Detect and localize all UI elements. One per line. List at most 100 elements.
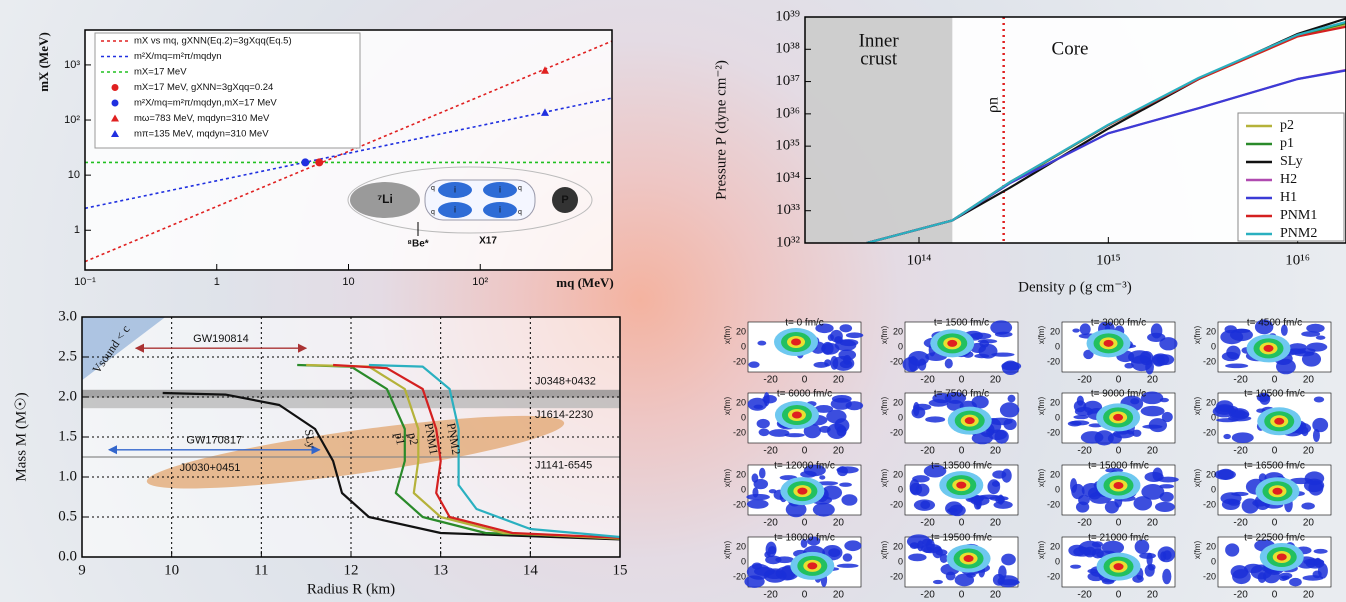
x-tick-label: -20: [1233, 446, 1248, 457]
density-blob: [1231, 492, 1248, 496]
y-axis-label: x(fm): [880, 326, 889, 345]
density-core: [956, 482, 966, 489]
y-tick-label: -20: [890, 356, 903, 366]
density-blob: [995, 430, 1009, 444]
x-tick-label: 0: [959, 590, 965, 601]
x-tick-label: 20: [1147, 518, 1159, 529]
density-blob: [910, 483, 922, 496]
density-core: [1104, 340, 1114, 347]
y-tick-label: 0.0: [58, 548, 77, 564]
snapshot: t= 15000 fm/c-20-20002020x(fm): [1037, 461, 1179, 529]
density-blob: [757, 341, 766, 346]
cluster-label: i: [454, 204, 456, 214]
x-tick-label: 10¹⁴: [907, 252, 932, 268]
density-core: [1114, 563, 1124, 570]
x-tick-label: 0: [802, 590, 808, 601]
density-blob: [1214, 469, 1236, 479]
y-axis-label: x(fm): [1193, 326, 1202, 345]
x-axis-label: mq (MeV): [556, 275, 613, 290]
quark-label: q: [431, 209, 435, 216]
density-core: [1113, 482, 1123, 489]
density-blob: [1141, 406, 1165, 416]
density-blob: [946, 571, 956, 580]
x-tick-label: -20: [1077, 590, 1092, 601]
density-blob: [998, 495, 1004, 505]
x-tick-label: -20: [763, 518, 778, 529]
band-label: J1141-6545: [535, 460, 592, 472]
y-axis-label: x(fm): [1037, 469, 1046, 488]
x-tick-label: 20: [833, 590, 845, 601]
nucleus-label: ⁷Li: [377, 192, 393, 206]
y-tick-label: 10³⁹: [775, 8, 800, 24]
density-blob: [846, 332, 863, 338]
y-tick-label: 2.5: [58, 348, 77, 364]
legend-label: PNM2: [1280, 226, 1317, 241]
x-tick-label: 10¹⁵: [1096, 252, 1121, 268]
y-tick-label: 10³⁶: [775, 105, 800, 121]
x-tick-label: 0: [802, 518, 808, 529]
x-tick-label: 12: [344, 562, 359, 578]
density-blob: [978, 339, 998, 343]
density-blob: [837, 466, 848, 476]
density-blob: [910, 542, 919, 549]
x-tick-label: 20: [1147, 590, 1159, 601]
density-blob: [1225, 364, 1248, 369]
density-blob: [986, 428, 994, 436]
x-tick-label: 0: [1272, 446, 1278, 457]
density-blob: [1002, 469, 1012, 483]
density-blob: [1148, 564, 1156, 571]
density-blob: [1314, 558, 1321, 568]
y-tick-label: 10³⁵: [775, 138, 800, 154]
y-tick-label: -20: [733, 499, 746, 509]
x-tick-label: 0: [1272, 518, 1278, 529]
y-axis-label: x(fm): [723, 326, 732, 345]
snapshot-title: t= 18000 fm/c: [774, 533, 835, 544]
y-tick-label: -20: [1047, 571, 1060, 581]
density-core: [964, 555, 974, 562]
density-core: [1264, 345, 1274, 352]
density-blob: [752, 473, 759, 482]
y-axis-label: x(fm): [880, 397, 889, 416]
y-tick-label: 20: [736, 469, 746, 479]
snapshot: t= 22500 fm/c-20-20002020x(fm): [1193, 533, 1331, 601]
density-blob: [813, 503, 835, 517]
density-core: [1272, 488, 1282, 495]
chart: InnercrustCoreρn10¹⁴10¹⁵10¹⁶10³²10³³10³⁴…: [713, 8, 1346, 295]
density-blob: [766, 542, 777, 558]
y-axis-label: x(fm): [880, 469, 889, 488]
x-tick-label: 11: [254, 562, 268, 578]
x-tick-label: 0: [1116, 590, 1122, 601]
snapshot-title: t= 15000 fm/c: [1088, 461, 1149, 472]
snapshot: t= 6000 fm/c-20-20002020x(fm): [723, 389, 863, 457]
density-blob: [1149, 418, 1167, 432]
density-blob: [1160, 492, 1174, 502]
density-blob: [913, 404, 931, 411]
snapshot: t= 1500 fm/c-20-20002020x(fm): [880, 318, 1021, 386]
snapshot-title: t= 0 fm/c: [785, 318, 824, 329]
x-tick-label: -20: [1077, 446, 1092, 457]
density-blob: [1068, 421, 1082, 427]
figure: 10⁻¹11010²11010²10³mq (MeV)mX (MeV)mX vs…: [0, 0, 1346, 602]
density-blob: [1289, 578, 1302, 587]
y-axis-label: x(fm): [1037, 397, 1046, 416]
legend-label: mπ=135 MeV, mqdyn=310 MeV: [134, 129, 269, 140]
x-tick-label: 1: [214, 276, 220, 288]
x-tick-label: 10²: [472, 276, 488, 288]
density-blob: [987, 479, 1000, 494]
density-blob: [800, 471, 816, 478]
y-tick-label: 10³⁷: [775, 73, 800, 89]
boson-label: X17: [479, 236, 497, 247]
legend-label: mX vs mq, gXNN(Eq.2)=3gXqq(Eq.5): [134, 36, 292, 47]
density-blob: [923, 547, 933, 553]
x-tick-label: -20: [1233, 518, 1248, 529]
density-blob: [1160, 551, 1166, 561]
legend-label: mω=783 MeV, mqdyn=310 MeV: [134, 113, 270, 124]
y-tick-label: 1.5: [58, 428, 77, 444]
density-blob: [1244, 564, 1262, 573]
density-blob: [1105, 501, 1119, 514]
x-tick-label: 20: [1303, 590, 1315, 601]
y-tick-label: 0: [741, 341, 746, 351]
x-tick-label: 20: [1303, 446, 1315, 457]
